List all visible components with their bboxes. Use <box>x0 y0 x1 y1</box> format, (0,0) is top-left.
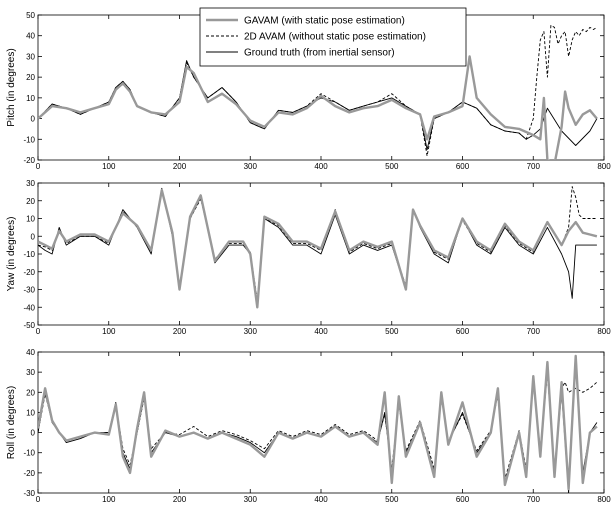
pitch-xtick-label: 300 <box>244 162 258 171</box>
roll-xtick-label: 400 <box>314 495 328 503</box>
yaw-xtick-label: 400 <box>314 327 328 336</box>
yaw-ytick-label: -50 <box>23 321 35 330</box>
roll-ytick-label: -10 <box>23 449 35 458</box>
roll-xtick-label: 0 <box>36 495 41 503</box>
roll-series-thick-solid-line <box>38 354 598 491</box>
roll-series-solid-line <box>38 361 598 493</box>
yaw-xtick-label: 200 <box>173 327 187 336</box>
roll-xtick-label: 600 <box>456 495 470 503</box>
pitch-xtick-label: 0 <box>36 162 41 171</box>
pitch-ytick-label: -20 <box>23 156 35 165</box>
pitch-xtick-label: 200 <box>173 162 187 171</box>
pitch-xtick-label: 800 <box>597 162 611 171</box>
yaw-ytick-label: -30 <box>23 286 35 295</box>
pitch-ytick-label: 20 <box>26 73 35 82</box>
roll-series-dashed-line <box>38 373 598 480</box>
roll-xtick-label: 700 <box>527 495 541 503</box>
roll-xtick-label: 800 <box>597 495 611 503</box>
yaw-ytick-label: -20 <box>23 268 35 277</box>
roll-xtick-label: 200 <box>173 495 187 503</box>
yaw-xtick-label: 800 <box>597 327 611 336</box>
pitch-xtick-label: 500 <box>385 162 399 171</box>
yaw-xtick-label: 100 <box>102 327 116 336</box>
pitch-xtick-label: 700 <box>527 162 541 171</box>
yaw-series-solid-line <box>38 187 597 305</box>
roll-xtick-label: 100 <box>102 495 116 503</box>
pitch-ytick-label: 30 <box>26 52 35 61</box>
pitch-ytick-label: -10 <box>23 135 35 144</box>
roll-xtick-label: 500 <box>385 495 399 503</box>
pitch-ytick-label: 0 <box>31 115 36 124</box>
pitch-xtick-label: 600 <box>456 162 470 171</box>
pitch-ytick-label: 40 <box>26 32 35 41</box>
roll-ytick-label: 0 <box>31 429 36 438</box>
yaw-xtick-label: 700 <box>527 327 541 336</box>
yaw-xtick-label: 0 <box>36 327 41 336</box>
legend-entry-label: GAVAM (with static pose estimation) <box>244 16 405 27</box>
pitch-ylabel: Pitch (in degrees) <box>6 48 17 126</box>
legend-box <box>199 7 467 67</box>
pitch-xtick-label: 400 <box>314 162 328 171</box>
roll-ytick-label: 30 <box>26 368 35 377</box>
pitch-xtick-label: 100 <box>102 162 116 171</box>
legend-entry-label: Ground truth (from inertial sensor) <box>244 48 395 59</box>
pitch-ytick-label: 50 <box>26 11 35 20</box>
pitch-ytick-label: 10 <box>26 94 35 103</box>
yaw-ytick-label: 20 <box>26 197 35 206</box>
roll-ylabel: Roll (in degrees) <box>6 386 17 459</box>
pitch-series-solid-line <box>38 60 598 151</box>
legend-entry-label: 2D AVAM (without static pose estimation) <box>244 32 426 43</box>
roll-plot-frame <box>37 351 605 494</box>
yaw-ytick-label: 30 <box>26 179 35 188</box>
yaw-xtick-label: 600 <box>456 327 470 336</box>
pitch-series-thick-solid-line <box>38 55 598 160</box>
roll-ytick-label: -20 <box>23 469 35 478</box>
roll-ytick-label: 40 <box>26 348 35 357</box>
yaw-xtick-label: 300 <box>244 327 258 336</box>
yaw-ytick-label: 10 <box>26 215 35 224</box>
yaw-ylabel: Yaw (in degrees) <box>6 217 17 292</box>
yaw-ytick-label: 0 <box>31 232 36 241</box>
roll-ytick-label: 20 <box>26 388 35 397</box>
roll-xtick-label: 300 <box>244 495 258 503</box>
roll-ytick-label: -30 <box>23 489 35 498</box>
yaw-xtick-label: 500 <box>385 327 399 336</box>
yaw-ytick-label: -10 <box>23 250 35 259</box>
roll-ytick-label: 10 <box>26 408 35 417</box>
yaw-series-thick-solid-line <box>38 188 598 309</box>
yaw-series-dashed-line <box>38 186 597 301</box>
yaw-ytick-label: -40 <box>23 303 35 312</box>
